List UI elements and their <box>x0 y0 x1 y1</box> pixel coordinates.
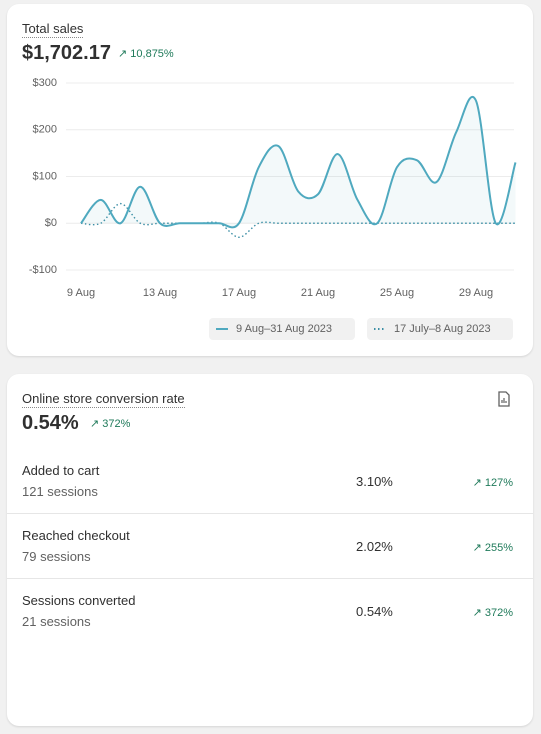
row-rate: 0.54% <box>356 604 393 619</box>
x-tick-label: 13 Aug <box>143 287 177 299</box>
change-value: 127% <box>484 477 513 489</box>
y-tick-label: $300 <box>33 77 57 89</box>
y-tick-label: $200 <box>33 124 57 136</box>
change: ↗ 10,875% <box>118 48 174 60</box>
conversion-value: 0.54% <box>22 412 79 434</box>
legend-box <box>209 318 355 340</box>
x-tick-label: 25 Aug <box>380 287 414 299</box>
change-value: 372% <box>102 418 131 430</box>
row-sessions: 21 sessions <box>22 614 91 629</box>
conversion-change: ↗ 372% <box>90 418 131 430</box>
row-sessions: 121 sessions <box>22 484 98 499</box>
row-rate: 2.02% <box>356 539 393 554</box>
row-change: ↗ 127% <box>472 477 513 489</box>
series-line <box>80 202 516 238</box>
area <box>81 96 516 228</box>
sales-card <box>7 4 533 356</box>
y-tick-label: $0 <box>45 217 57 229</box>
change-value: 10,875% <box>130 48 174 60</box>
change-value: 372% <box>484 607 513 619</box>
series-line <box>80 96 517 229</box>
row-label: Added to cart <box>22 463 100 478</box>
row-label: Sessions converted <box>22 593 136 608</box>
legend-label: 17 July–8 Aug 2023 <box>394 323 491 335</box>
legend-box <box>367 318 513 340</box>
x-tick-label: 21 Aug <box>301 287 335 299</box>
chart: -$100 $0 $100 $200 $300 9 Aug 13 Aug 17 Aug 21 A… <box>29 77 517 340</box>
conversion-card <box>7 374 533 726</box>
conversion-title: Online store conversion rate <box>22 391 185 408</box>
change-value: 255% <box>484 542 513 554</box>
x-tick-label: 29 Aug <box>459 287 493 299</box>
x-tick-label: 17 Aug <box>222 287 256 299</box>
row-separator <box>7 513 533 514</box>
y-tick-label: $100 <box>33 170 57 182</box>
total: $1,702.17 <box>22 42 111 64</box>
row-rate: 3.10% <box>356 474 393 489</box>
x-tick-label: 9 Aug <box>67 287 95 299</box>
legend-label: 9 Aug–31 Aug 2023 <box>236 323 332 335</box>
row-change: ↗ 255% <box>472 542 513 554</box>
y-tick-label: -$100 <box>29 264 57 276</box>
chart-title: Total sales <box>22 21 84 38</box>
row-label: Reached checkout <box>22 528 130 543</box>
export-icon[interactable] <box>497 391 511 407</box>
row-separator <box>7 578 533 579</box>
row-sessions: 79 sessions <box>22 549 91 564</box>
row-change: ↗ 372% <box>472 607 513 619</box>
